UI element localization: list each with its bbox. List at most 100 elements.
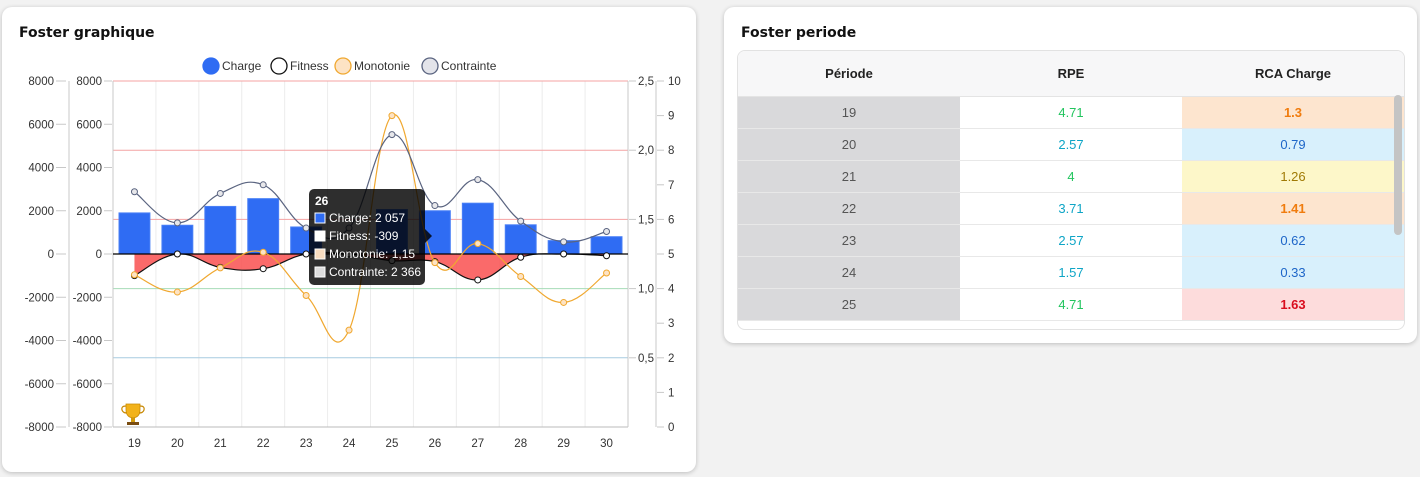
y-mid-tick-label: 1,0 [638,284,654,296]
y-right-tick-label: 2 [668,353,674,365]
legend-label-fitness[interactable]: Fitness [290,59,329,73]
legend-swatch-charge [202,57,220,75]
period-table-container[interactable]: Période RPE RCA Charge 19 4.71 1.3 20 2.57 0.… [737,50,1405,330]
monotonie-point [603,269,611,277]
table-scrollbar[interactable] [1394,95,1402,235]
tooltip-line: Charge: 2 057 [329,211,405,225]
rca-charge-cell: 0.79 [1182,128,1404,161]
monotonie-point [259,248,267,256]
x-tick-label: 27 [471,438,484,450]
foster-chart: 8000 8000 6000 6000 4000 4000 2000 2000 0 0 -2000 -… [25,57,681,450]
y-left-tick-label-inner: 6000 [76,119,102,131]
contrainte-point [259,181,267,189]
contrainte-point [603,228,611,236]
tooltip-line: Contrainte: 2 366 [329,265,421,279]
monotonie-point [431,259,439,267]
fitness-point [603,252,611,260]
fitness-point [474,276,482,284]
y-left-tick-label-inner: -6000 [73,379,102,391]
y-left-tick-label: -2000 [25,292,54,304]
rca-charge-cell: 0.62 [1182,224,1404,257]
column-header-period[interactable]: Période [738,51,960,97]
monotonie-line [134,114,607,343]
legend-label-charge[interactable]: Charge [222,59,262,73]
tooltip-swatch [314,248,326,260]
fitness-point [173,250,181,258]
rpe-cell: 2.57 [960,128,1182,161]
y-left-tick-label: 4000 [28,163,54,175]
y-right-tick-label: 10 [668,76,681,88]
contrainte-point [431,202,439,210]
fitness-area [134,252,607,280]
rpe-cell: 3.71 [960,192,1182,225]
contrainte-point [302,224,310,232]
y-left-tick-label: -8000 [25,422,54,434]
period-cell: 25 [738,288,960,321]
y-left-tick-label: -4000 [25,336,54,348]
table-header-row: Période RPE RCA Charge [738,51,1404,97]
rpe-cell: 4.71 [960,96,1182,129]
contrainte-point [216,189,224,197]
monotonie-point [345,326,353,334]
rca-charge-cell: 0.33 [1182,256,1404,289]
table-row[interactable]: 24 1.57 0.33 [738,256,1404,289]
foster-graph-title: Foster graphique [19,25,155,41]
column-header-rpe[interactable]: RPE [960,51,1182,97]
legend-label-contrainte[interactable]: Contrainte [441,59,497,73]
x-tick-label: 29 [557,438,570,450]
y-right-tick-label: 3 [668,318,674,330]
x-tick-label: 24 [343,438,356,450]
rca-charge-cell: 1.63 [1182,288,1404,321]
y-mid-tick-label: 0,5 [638,353,654,365]
y-right-tick-label: 9 [668,111,674,123]
table-row[interactable]: 20 2.57 0.79 [738,128,1404,161]
legend-swatch-contrainte [421,57,439,75]
charge-bar [118,212,151,255]
x-tick-label: 21 [214,438,227,450]
charge-bar [204,205,237,255]
tooltip-line: Monotonie: 1,15 [329,247,415,261]
table-row[interactable]: 19 4.71 1.3 [738,96,1404,129]
rca-charge-cell: 1.41 [1182,192,1404,225]
x-tick-label: 23 [300,438,313,450]
contrainte-point [388,131,396,139]
monotonie-point [560,298,568,306]
rca-charge-cell: 1.3 [1182,96,1404,129]
x-tick-label: 25 [386,438,399,450]
rca-charge-cell: 1.26 [1182,160,1404,193]
x-tick-label: 26 [428,438,441,450]
y-right-tick-label: 0 [668,422,674,434]
table-row[interactable]: 21 4 1.26 [738,160,1404,193]
y-left-tick-label-inner: 8000 [76,76,102,88]
rpe-cell: 4 [960,160,1182,193]
fitness-point [259,265,267,273]
rpe-cell: 1.57 [960,256,1182,289]
y-right-tick-label: 1 [668,387,674,399]
x-tick-label: 22 [257,438,270,450]
table-row[interactable]: 25 4.71 1.63 [738,288,1404,321]
fitness-point [517,253,525,261]
tooltip-swatch [314,266,326,278]
contrainte-point [130,188,138,196]
y-left-tick-label: 0 [48,249,54,261]
y-left-tick-label: 8000 [28,76,54,88]
charge-bar [161,224,194,255]
trophy-icon [121,403,145,425]
monotonie-point [216,264,224,272]
contrainte-point [173,219,181,227]
tooltip-box [309,189,425,285]
contrainte-point [517,217,525,225]
table-row[interactable]: 22 3.71 1.41 [738,192,1404,225]
legend-label-monotonie[interactable]: Monotonie [354,59,410,73]
foster-period-card: Foster periode Période RPE RCA Charge 19… [724,7,1417,343]
y-mid-tick-label: 1,5 [638,214,654,226]
monotonie-point [474,240,482,248]
y-right-tick-label: 5 [668,249,674,261]
table-row[interactable]: 23 2.57 0.62 [738,224,1404,257]
y-mid-tick-label: 2,0 [638,145,654,157]
y-right-tick-label: 7 [668,180,674,192]
y-left-tick-label-inner: 2000 [76,206,102,218]
tooltip-line: Fitness: -309 [329,229,399,243]
column-header-rca-charge[interactable]: RCA Charge [1182,51,1404,97]
